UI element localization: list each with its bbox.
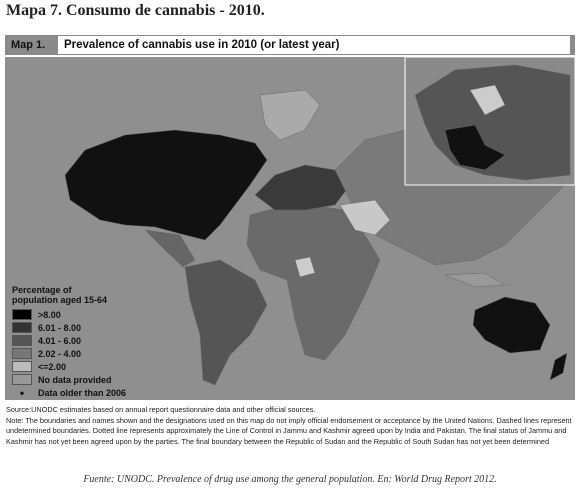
australia <box>472 296 551 354</box>
legend-title: Percentage of <box>12 285 72 295</box>
south-america <box>184 259 268 386</box>
swatch <box>12 361 32 372</box>
middle-east <box>339 199 391 236</box>
legend-item: >8.00 <box>12 308 126 321</box>
north-america <box>64 129 268 241</box>
swatch <box>12 335 32 346</box>
note: Note: The boundaries and names shown and… <box>6 415 572 446</box>
source: Source:UNODC estimates based on annual r… <box>6 405 316 414</box>
legend-label: 6.01 - 8.00 <box>38 322 82 333</box>
swatch <box>12 322 32 333</box>
greenland <box>259 89 321 141</box>
legend-label: No data provided <box>38 374 112 385</box>
legend-item: • Data older than 2006 <box>12 385 127 400</box>
map-label: Map 1. <box>11 39 46 51</box>
legend-label: <=2.00 <box>38 361 67 372</box>
map-title: Prevalence of cannabis use in 2010 (or l… <box>58 36 570 54</box>
legend-label: 2.02 - 4.00 <box>38 348 82 359</box>
legend-item: 6.01 - 8.00 <box>12 321 126 334</box>
legend-label: 4.01 - 6.00 <box>38 335 82 346</box>
legend: Percentage of population aged 15-64 >8.0… <box>12 285 127 400</box>
source-notes: Source:UNODC estimates based on annual r… <box>6 405 574 447</box>
footer: Fuente: UNODC. Prevalence of drug use am… <box>83 474 497 485</box>
map <box>64 56 575 386</box>
indonesia <box>444 272 506 288</box>
inset-west-europe <box>444 124 506 171</box>
legend-title: population aged 15-64 <box>12 295 108 305</box>
map-header: Map 1. Prevalence of cannabis use in 201… <box>5 35 575 57</box>
central-america <box>144 229 196 268</box>
map-box: Map 1. Prevalence of cannabis use in 201… <box>5 35 575 400</box>
legend-label: >8.00 <box>38 309 61 320</box>
new-zealand <box>549 352 568 381</box>
swatch <box>12 309 32 320</box>
nigeria <box>294 256 316 278</box>
legend-item: No data provided <box>12 373 126 386</box>
swatch <box>12 374 32 385</box>
legend-item: 4.01 - 6.00 <box>12 334 126 347</box>
legend-label: Data older than 2006 <box>38 387 127 398</box>
legend-item: <=2.00 <box>12 360 126 373</box>
swatch <box>12 348 32 359</box>
dot: • <box>19 385 25 400</box>
legend-item: 2.02 - 4.00 <box>12 347 126 360</box>
page-title: Mapa 7. Consumo de cannabis - 2010. <box>6 2 265 19</box>
inset-light <box>469 84 506 116</box>
